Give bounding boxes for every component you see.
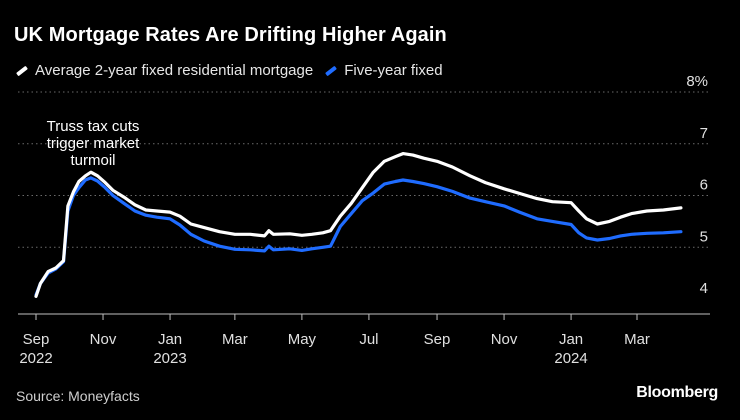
x-tick-label-2: Jan bbox=[158, 331, 182, 348]
y-tick-label-6: 6 bbox=[700, 177, 708, 194]
x-tick-label-6: Sep bbox=[424, 331, 451, 348]
x-tick-label-1: Nov bbox=[90, 331, 117, 348]
chart-title: UK Mortgage Rates Are Drifting Higher Ag… bbox=[14, 24, 447, 46]
source-note: Source: Moneyfacts bbox=[16, 388, 140, 404]
y-tick-label-5: 5 bbox=[700, 228, 708, 245]
legend-label-2-year: Average 2-year fixed residential mortgag… bbox=[35, 62, 314, 79]
legend-item-five-year: Five-year fixed bbox=[325, 62, 443, 79]
annotation-line-2: turmoil bbox=[70, 152, 115, 169]
x-tick-label-4: May bbox=[288, 331, 317, 348]
x-tick-label-0: Sep bbox=[23, 331, 50, 348]
y-axis-labels: 4 5 6 7 8% bbox=[686, 73, 708, 297]
x-tick-label-3: Mar bbox=[222, 331, 248, 348]
y-tick-label-4: 4 bbox=[700, 280, 708, 297]
legend-item-2-year: Average 2-year fixed residential mortgag… bbox=[16, 62, 313, 79]
x-axis-labels: Sep 2022 Nov Jan 2023 Mar May Jul Sep Nov Jan 2024 M… bbox=[19, 331, 650, 367]
x-tick-year-2: 2023 bbox=[153, 350, 186, 367]
chart-legend: Average 2-year fixed residential mortgag… bbox=[16, 62, 455, 79]
x-tick-year-0: 2022 bbox=[19, 350, 52, 367]
series-line-two-year bbox=[34, 152, 683, 298]
x-tick-label-8: Jan bbox=[559, 331, 583, 348]
y-tick-label-8: 8% bbox=[686, 73, 708, 90]
annotation-line-1: trigger market bbox=[47, 135, 140, 152]
x-tick-label-5: Jul bbox=[359, 331, 378, 348]
bloomberg-logo: Bloomberg bbox=[636, 384, 718, 401]
y-tick-label-7: 7 bbox=[700, 125, 708, 142]
x-tick-label-7: Nov bbox=[491, 331, 518, 348]
x-axis bbox=[18, 313, 710, 320]
legend-label-five-year: Five-year fixed bbox=[344, 62, 443, 79]
grid-lines bbox=[18, 91, 710, 248]
series-line-five-year bbox=[34, 176, 683, 297]
x-tick-label-9: Mar bbox=[624, 331, 650, 348]
x-tick-year-8: 2024 bbox=[554, 350, 587, 367]
annotation-line-0: Truss tax cuts bbox=[47, 118, 140, 135]
series-lines bbox=[34, 152, 683, 298]
